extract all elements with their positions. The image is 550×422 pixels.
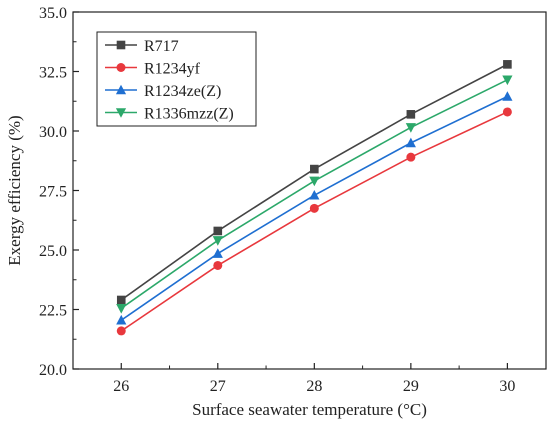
legend-label: R1234ze(Z) [144, 83, 221, 100]
legend-label: R717 [144, 38, 179, 55]
data-point [213, 260, 223, 270]
data-point [116, 295, 126, 305]
data-point [406, 152, 416, 162]
series-group [116, 60, 512, 305]
series-group [116, 75, 513, 314]
y-tick-label: 32.5 [39, 65, 67, 82]
data-point [309, 189, 320, 200]
series-group [116, 107, 512, 336]
series-group [116, 91, 513, 325]
data-point [502, 91, 513, 101]
ticks-layer: 20.0 22.5 25.0 27.5 30.0 32.5 35.0 26 27 28 29 30 [39, 5, 515, 395]
data-point [309, 176, 320, 187]
data-point [405, 137, 416, 148]
y-axis-label: Exergy efficiency (%) [5, 115, 24, 265]
data-point [405, 123, 416, 133]
data-point [310, 164, 319, 174]
x-axis-label: Surface seawater temperature (°C) [192, 400, 427, 419]
legend-marker [115, 108, 127, 118]
y-tick-label: 35.0 [39, 5, 67, 22]
x-tick-label: 30 [499, 378, 515, 395]
legend-marker [116, 63, 126, 72]
series-layer [116, 60, 513, 336]
x-tick-label: 27 [210, 378, 226, 395]
x-tick-label: 29 [403, 378, 419, 395]
series-line [120, 111, 508, 332]
data-point [116, 314, 127, 325]
x-tick-label: 28 [306, 378, 322, 395]
data-point [212, 248, 223, 258]
y-tick-label: 25.0 [39, 243, 67, 260]
legend-entry: R1234ze(Z) [105, 83, 221, 100]
data-point [309, 203, 319, 213]
legend-entry: R717 [105, 38, 179, 55]
data-point [406, 110, 416, 119]
data-point [502, 107, 512, 117]
legend-marker [116, 40, 126, 50]
y-tick-label: 20.0 [39, 362, 67, 379]
data-point [212, 236, 223, 246]
y-tick-label: 27.5 [39, 184, 67, 201]
legend-label: R1234yf [144, 61, 201, 78]
legend-marker [115, 84, 127, 95]
data-point [213, 226, 223, 236]
y-tick-label: 22.5 [39, 303, 67, 320]
legend: R717 R1234yf R1234ze(Z) R1336mzz(Z) [96, 31, 257, 127]
data-point [116, 326, 126, 336]
data-point [502, 75, 513, 86]
data-point [503, 60, 512, 69]
data-point [116, 304, 127, 314]
legend-entry: R1336mzz(Z) [105, 106, 234, 123]
legend-label: R1336mzz(Z) [144, 106, 234, 123]
x-tick-label: 26 [113, 378, 129, 395]
y-tick-label: 30.0 [39, 124, 67, 141]
legend-entry: R1234yf [105, 61, 201, 78]
